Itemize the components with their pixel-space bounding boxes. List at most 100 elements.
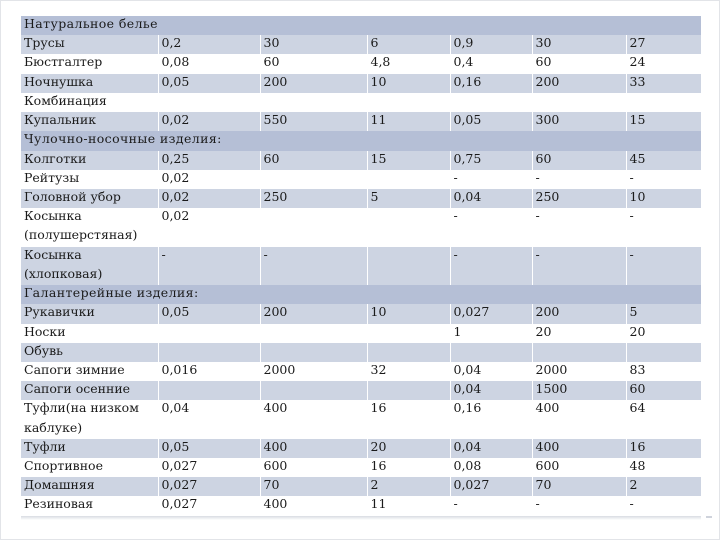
table-row: Сапоги зимние 0,016 2000 32 0,04 2000 83 — [21, 361, 702, 382]
table-row: Туфли 0,05 400 20 0,04 400 16 — [21, 438, 702, 459]
value-cell: 400 — [260, 400, 368, 420]
item-name-cell: Ночнушка — [21, 73, 159, 93]
value-cell: 0,04 — [450, 188, 533, 209]
value-cell: 0,02 — [158, 112, 261, 132]
item-name-cell: Спортивное — [21, 458, 159, 478]
table-row: Косынка - - - - - — [21, 246, 702, 266]
value-cell: - — [450, 496, 533, 516]
value-cell: 250 — [532, 188, 627, 209]
table-row: (хлопковая) — [21, 265, 702, 286]
item-name-cell: каблуке) — [21, 419, 159, 439]
value-cell: 0,16 — [450, 73, 533, 93]
value-cell — [260, 265, 368, 286]
value-cell: 48 — [626, 458, 702, 478]
item-name-cell: Колготки — [21, 150, 159, 170]
value-cell: 15 — [367, 150, 451, 170]
value-cell — [532, 92, 627, 113]
item-name-cell: Косынка — [21, 246, 159, 266]
value-cell: 16 — [367, 458, 451, 478]
value-cell — [260, 169, 368, 189]
value-cell: 2000 — [532, 361, 627, 382]
table-row: Рейтузы 0,02- - - — [21, 169, 702, 189]
value-cell — [158, 265, 261, 286]
value-cell — [626, 342, 702, 362]
value-cell: 64 — [626, 400, 702, 420]
value-cell: 60 — [626, 381, 702, 401]
item-name-cell: Сапоги зимние — [21, 361, 159, 382]
value-cell: 60 — [260, 54, 368, 74]
section-heading: Чулочно-носочные изделия: — [21, 131, 702, 151]
table-row: Комбинация — [21, 92, 702, 113]
value-cell — [260, 381, 368, 401]
item-name-cell: (хлопковая) — [21, 265, 159, 286]
value-cell: 45 — [626, 150, 702, 170]
value-cell: 0,08 — [158, 54, 261, 74]
value-cell — [532, 227, 627, 247]
value-cell: 200 — [260, 73, 368, 93]
value-cell — [158, 381, 261, 401]
value-cell: 0,027 — [158, 458, 261, 478]
value-cell: 0,05 — [450, 112, 533, 132]
section-heading: Галантерейные изделия: — [21, 285, 702, 305]
value-cell: 600 — [260, 458, 368, 478]
value-cell — [260, 92, 368, 113]
value-cell: 70 — [260, 477, 368, 497]
value-cell: - — [626, 496, 702, 516]
value-cell: 0,75 — [450, 150, 533, 170]
value-cell — [260, 227, 368, 247]
value-cell: 0,04 — [450, 381, 533, 401]
value-cell: - — [450, 208, 533, 228]
value-cell: 11 — [367, 496, 451, 516]
value-cell: 5 — [626, 304, 702, 324]
value-cell: - — [532, 496, 627, 516]
value-cell: 400 — [260, 496, 368, 516]
item-name-cell: Купальник — [21, 112, 159, 132]
value-cell: 600 — [532, 458, 627, 478]
value-cell: - — [626, 246, 702, 266]
value-cell: 0,9 — [450, 35, 533, 55]
value-cell — [367, 227, 451, 247]
value-cell — [158, 323, 261, 343]
value-cell: 20 — [626, 323, 702, 343]
value-cell: 400 — [532, 400, 627, 420]
value-cell — [260, 323, 368, 343]
item-name-cell: Туфли(на низком — [21, 400, 159, 420]
value-cell: 250 — [260, 188, 368, 209]
value-cell: 11 — [367, 112, 451, 132]
table-row: каблуке) — [21, 419, 702, 439]
value-cell: 27 — [626, 35, 702, 55]
value-cell — [367, 323, 451, 343]
value-cell: - — [626, 208, 702, 228]
item-name-cell: Рукавички — [21, 304, 159, 324]
value-cell: 20 — [367, 438, 451, 459]
value-cell: 400 — [260, 438, 368, 459]
value-cell: 300 — [532, 112, 627, 132]
value-cell — [367, 419, 451, 439]
value-cell: 550 — [260, 112, 368, 132]
value-cell: 24 — [626, 54, 702, 74]
table-row: (полушерстяная) — [21, 227, 702, 247]
value-cell — [260, 419, 368, 439]
value-cell: - — [450, 246, 533, 266]
value-cell: 2 — [367, 477, 451, 497]
value-cell: 0,027 — [158, 496, 261, 516]
value-cell: 0,04 — [158, 400, 261, 420]
item-name-cell: Сапоги осенние — [21, 381, 159, 401]
value-cell — [260, 342, 368, 362]
section-heading-row: Натуральное белье — [21, 16, 702, 36]
value-cell: 16 — [626, 438, 702, 459]
value-cell: 0,016 — [158, 361, 261, 382]
value-cell: 0,05 — [158, 304, 261, 324]
value-cell: 200 — [532, 304, 627, 324]
value-cell — [626, 227, 702, 247]
value-cell: - — [532, 208, 627, 228]
value-cell: 2000 — [260, 361, 368, 382]
table-row: Обувь — [21, 342, 702, 362]
value-cell — [450, 227, 533, 247]
section-heading-row: Чулочно-носочные изделия: — [21, 131, 702, 151]
value-cell: - — [626, 169, 702, 189]
table-row: Трусы 0,2 30 6 0,9 30 27 — [21, 35, 702, 55]
value-cell: 0,04 — [450, 361, 533, 382]
value-cell: 0,02 — [158, 169, 261, 189]
slide-corner-mark — [706, 516, 712, 518]
